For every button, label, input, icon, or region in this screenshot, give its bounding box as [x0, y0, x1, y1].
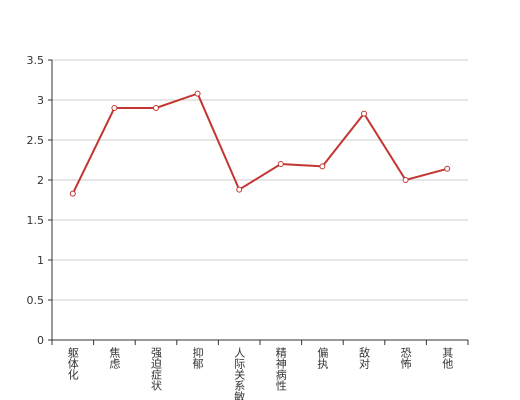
y-tick-label: 1: [37, 254, 44, 267]
point: [402, 177, 409, 183]
line: [71, 92, 448, 195]
y-tick-label: 3.5: [27, 54, 45, 67]
x-tick-label: 人际关系敏感: [233, 347, 246, 400]
point: [361, 110, 367, 117]
y-tick-label: 0: [37, 334, 44, 347]
x-tick-label: 强迫症状: [150, 347, 163, 391]
y-tick-label: 3: [37, 94, 44, 107]
point: [153, 105, 159, 111]
point: [444, 165, 451, 172]
point: [111, 105, 118, 111]
point: [236, 186, 243, 193]
x-tick-label: 敌对: [358, 346, 371, 369]
y-tick-label: 0.5: [27, 294, 45, 307]
point: [69, 190, 76, 197]
x-tick-label: 躯体化: [66, 347, 79, 381]
x-tick-label: 其他: [441, 347, 454, 369]
x-tick-label: 抑郁: [191, 346, 204, 369]
y-tick-label: 2.5: [27, 134, 45, 147]
x-tick-label: 精神病性: [274, 347, 287, 392]
x-tick-label: 恐怖: [399, 347, 412, 369]
point: [194, 90, 201, 97]
x-tick-label: 焦虑: [108, 347, 121, 369]
point: [319, 163, 326, 170]
x-tick-label: 偏执: [316, 346, 329, 370]
y-tick-label: 1.5: [27, 214, 45, 227]
y-tick-label: 2: [37, 174, 44, 187]
point: [277, 161, 284, 167]
